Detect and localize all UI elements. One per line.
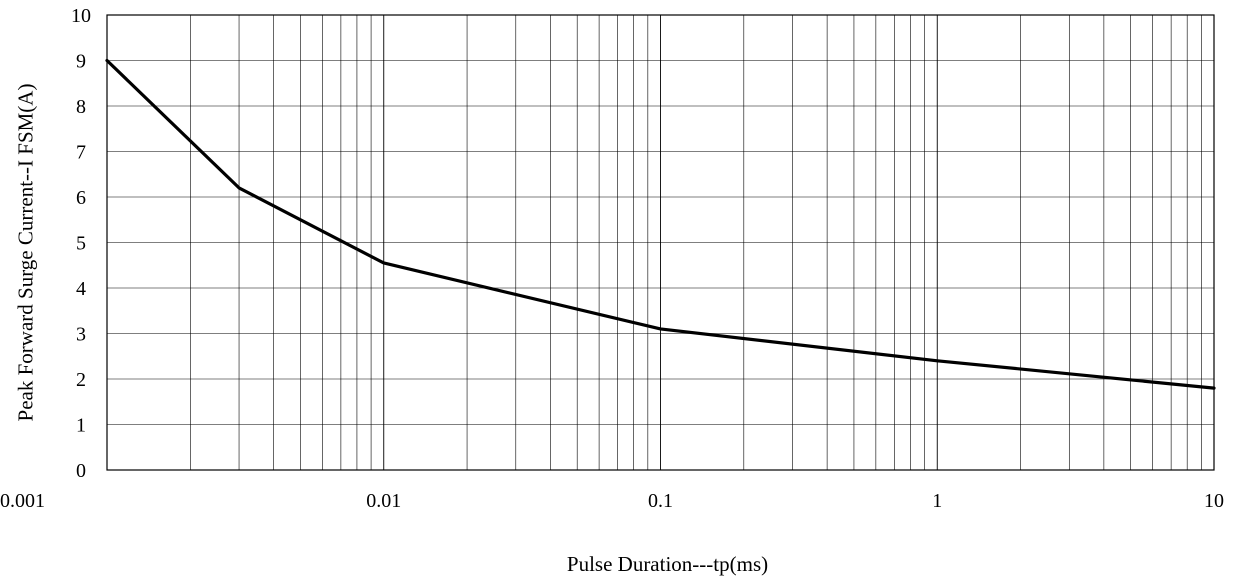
y-tick-label: 2 xyxy=(76,369,86,391)
y-tick-label: 10 xyxy=(71,5,91,27)
y-tick-label: 4 xyxy=(76,278,86,300)
x-tick-label: 0.01 xyxy=(366,490,401,512)
y-tick-label: 9 xyxy=(76,51,86,73)
x-tick-label: 0.1 xyxy=(648,490,673,512)
series-line xyxy=(105,58,1216,390)
y-tick-label: 1 xyxy=(76,415,86,437)
y-tick-label: 3 xyxy=(76,324,86,346)
y-tick-label: 5 xyxy=(76,233,86,255)
y-tick-label: 8 xyxy=(76,96,86,118)
x-tick-label: 10 xyxy=(1204,490,1224,512)
x-tick-label: 0.001 xyxy=(0,490,45,512)
horizontal-grid-lines xyxy=(107,60,1214,425)
plot-frame xyxy=(106,14,1215,471)
y-tick-label: 0 xyxy=(76,460,86,482)
y-tick-label: 7 xyxy=(76,142,86,164)
y-axis-title: Peak Forward Surge Current--I FSM(A) xyxy=(13,84,37,422)
y-tick-label: 6 xyxy=(76,187,86,209)
y-tick-labels: 0 1 2 3 4 5 6 7 8 9 10 xyxy=(71,5,91,482)
series-layer xyxy=(105,58,1216,390)
x-axis-title: Pulse Duration---tp(ms) xyxy=(567,552,768,576)
x-tick-label: 1 xyxy=(932,490,942,512)
x-tick-labels: 0.001 0.01 0.1 1 10 xyxy=(0,490,1224,512)
